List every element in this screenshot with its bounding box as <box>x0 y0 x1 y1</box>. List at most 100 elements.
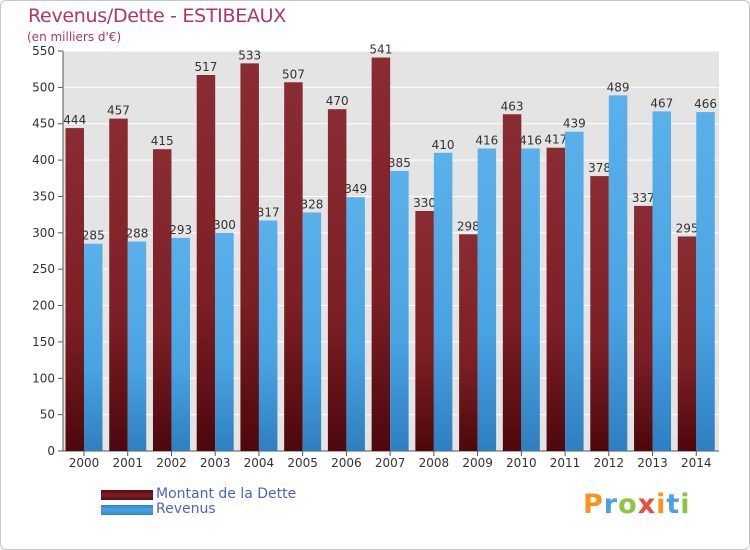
bar-dette <box>546 147 566 451</box>
bar-revenus <box>302 212 322 451</box>
data-label-dette: 337 <box>632 191 655 205</box>
bar-revenus <box>84 243 103 451</box>
bar-revenus <box>215 232 234 451</box>
data-label-revenus: 288 <box>126 227 149 241</box>
bar-revenus <box>346 197 365 451</box>
chart-title: Revenus/Dette - ESTIBEAUX <box>28 5 286 27</box>
bar-revenus <box>521 148 540 452</box>
data-label-dette: 457 <box>107 104 130 118</box>
bar-dette <box>240 63 259 451</box>
data-label-revenus: 439 <box>563 117 586 131</box>
bar-dette <box>677 236 697 451</box>
bar-dette <box>196 75 216 451</box>
data-label-revenus: 317 <box>257 205 280 219</box>
x-tick-label: 2001 <box>112 456 143 470</box>
y-tick-label: 400 <box>32 153 55 167</box>
data-label-dette: 298 <box>457 219 480 233</box>
x-tick-label: 2010 <box>506 456 537 470</box>
data-label-revenus: 328 <box>300 197 323 211</box>
y-tick-label: 250 <box>32 262 55 276</box>
data-label-dette: 444 <box>63 113 86 127</box>
x-tick-label: 2002 <box>156 456 187 470</box>
bar-dette <box>459 234 478 451</box>
data-label-dette: 463 <box>501 99 524 113</box>
bar-revenus <box>477 148 497 452</box>
data-label-revenus: 349 <box>344 182 367 196</box>
data-label-dette: 470 <box>326 94 349 108</box>
data-label-dette: 417 <box>544 133 567 147</box>
y-tick-label: 100 <box>32 371 55 385</box>
bar-dette <box>502 114 522 451</box>
x-tick-label: 2013 <box>637 456 668 470</box>
x-tick-label: 2000 <box>69 456 100 470</box>
data-label-revenus: 410 <box>432 138 455 152</box>
y-tick-label: 0 <box>47 444 55 458</box>
bar-revenus <box>696 112 715 451</box>
data-label-revenus: 489 <box>607 80 630 94</box>
data-label-revenus: 466 <box>694 97 717 111</box>
bar-dette <box>284 82 303 451</box>
legend-swatch-revenus <box>101 505 153 515</box>
bar-dette <box>109 118 128 452</box>
logo-letter: r <box>603 489 619 520</box>
data-label-dette: 378 <box>588 161 611 175</box>
x-tick-label: 2009 <box>462 456 493 470</box>
y-tick-label: 500 <box>32 80 55 94</box>
bar-dette <box>415 211 434 451</box>
bar-dette <box>327 109 347 451</box>
logo-letter: t <box>666 489 681 520</box>
bar-revenus <box>258 220 278 451</box>
y-tick-label: 350 <box>32 189 55 203</box>
data-label-dette: 330 <box>413 196 436 210</box>
legend-swatch-dette <box>101 490 153 500</box>
x-tick-label: 2014 <box>681 456 712 470</box>
x-tick-label: 2003 <box>200 456 231 470</box>
data-label-revenus: 385 <box>388 156 411 170</box>
data-label-dette: 507 <box>282 67 305 81</box>
data-label-dette: 517 <box>194 60 217 74</box>
bar-revenus <box>390 171 409 451</box>
logo-letter: i <box>656 489 667 520</box>
bar-revenus <box>652 111 672 451</box>
data-label-revenus: 467 <box>650 96 673 110</box>
data-label-dette: 295 <box>676 221 699 235</box>
x-tick-label: 2006 <box>331 456 362 470</box>
bar-dette <box>371 57 391 451</box>
y-tick-label: 300 <box>32 226 55 240</box>
bar-revenus <box>433 152 453 451</box>
bar-revenus <box>171 237 190 451</box>
x-tick-label: 2008 <box>419 456 450 470</box>
bar-revenus <box>565 131 584 451</box>
data-label-revenus: 285 <box>82 229 105 243</box>
y-tick-label: 200 <box>32 299 55 313</box>
y-tick-label: 450 <box>32 117 55 131</box>
y-tick-label: 150 <box>32 335 55 349</box>
legend-label-dette: Montant de la Dette <box>156 486 297 502</box>
logo-letter: i <box>680 489 691 520</box>
x-tick-label: 2007 <box>375 456 406 470</box>
x-tick-label: 2012 <box>594 456 625 470</box>
legend-label-revenus: Revenus <box>156 501 216 517</box>
bar-dette <box>65 128 84 451</box>
data-label-dette: 415 <box>151 134 174 148</box>
y-tick-label: 550 <box>32 44 55 58</box>
bar-dette <box>590 176 609 451</box>
x-tick-label: 2005 <box>287 456 318 470</box>
bar-dette <box>152 149 172 451</box>
logo-letter: x <box>637 489 657 520</box>
bar-dette <box>634 205 653 451</box>
chart-unit-label: (en milliers d'€) <box>27 30 122 44</box>
bar-revenus <box>608 95 628 451</box>
data-label-dette: 533 <box>238 48 261 62</box>
logo-letter: P <box>583 489 604 520</box>
x-tick-label: 2011 <box>550 456 581 470</box>
data-label-revenus: 293 <box>169 223 192 237</box>
bar-revenus <box>127 241 147 451</box>
y-tick-label: 50 <box>40 408 55 422</box>
proxiti-logo: Proxiti <box>583 489 691 520</box>
logo-letter: o <box>618 489 638 520</box>
x-tick-label: 2004 <box>244 456 275 470</box>
data-label-revenus: 416 <box>475 133 498 147</box>
